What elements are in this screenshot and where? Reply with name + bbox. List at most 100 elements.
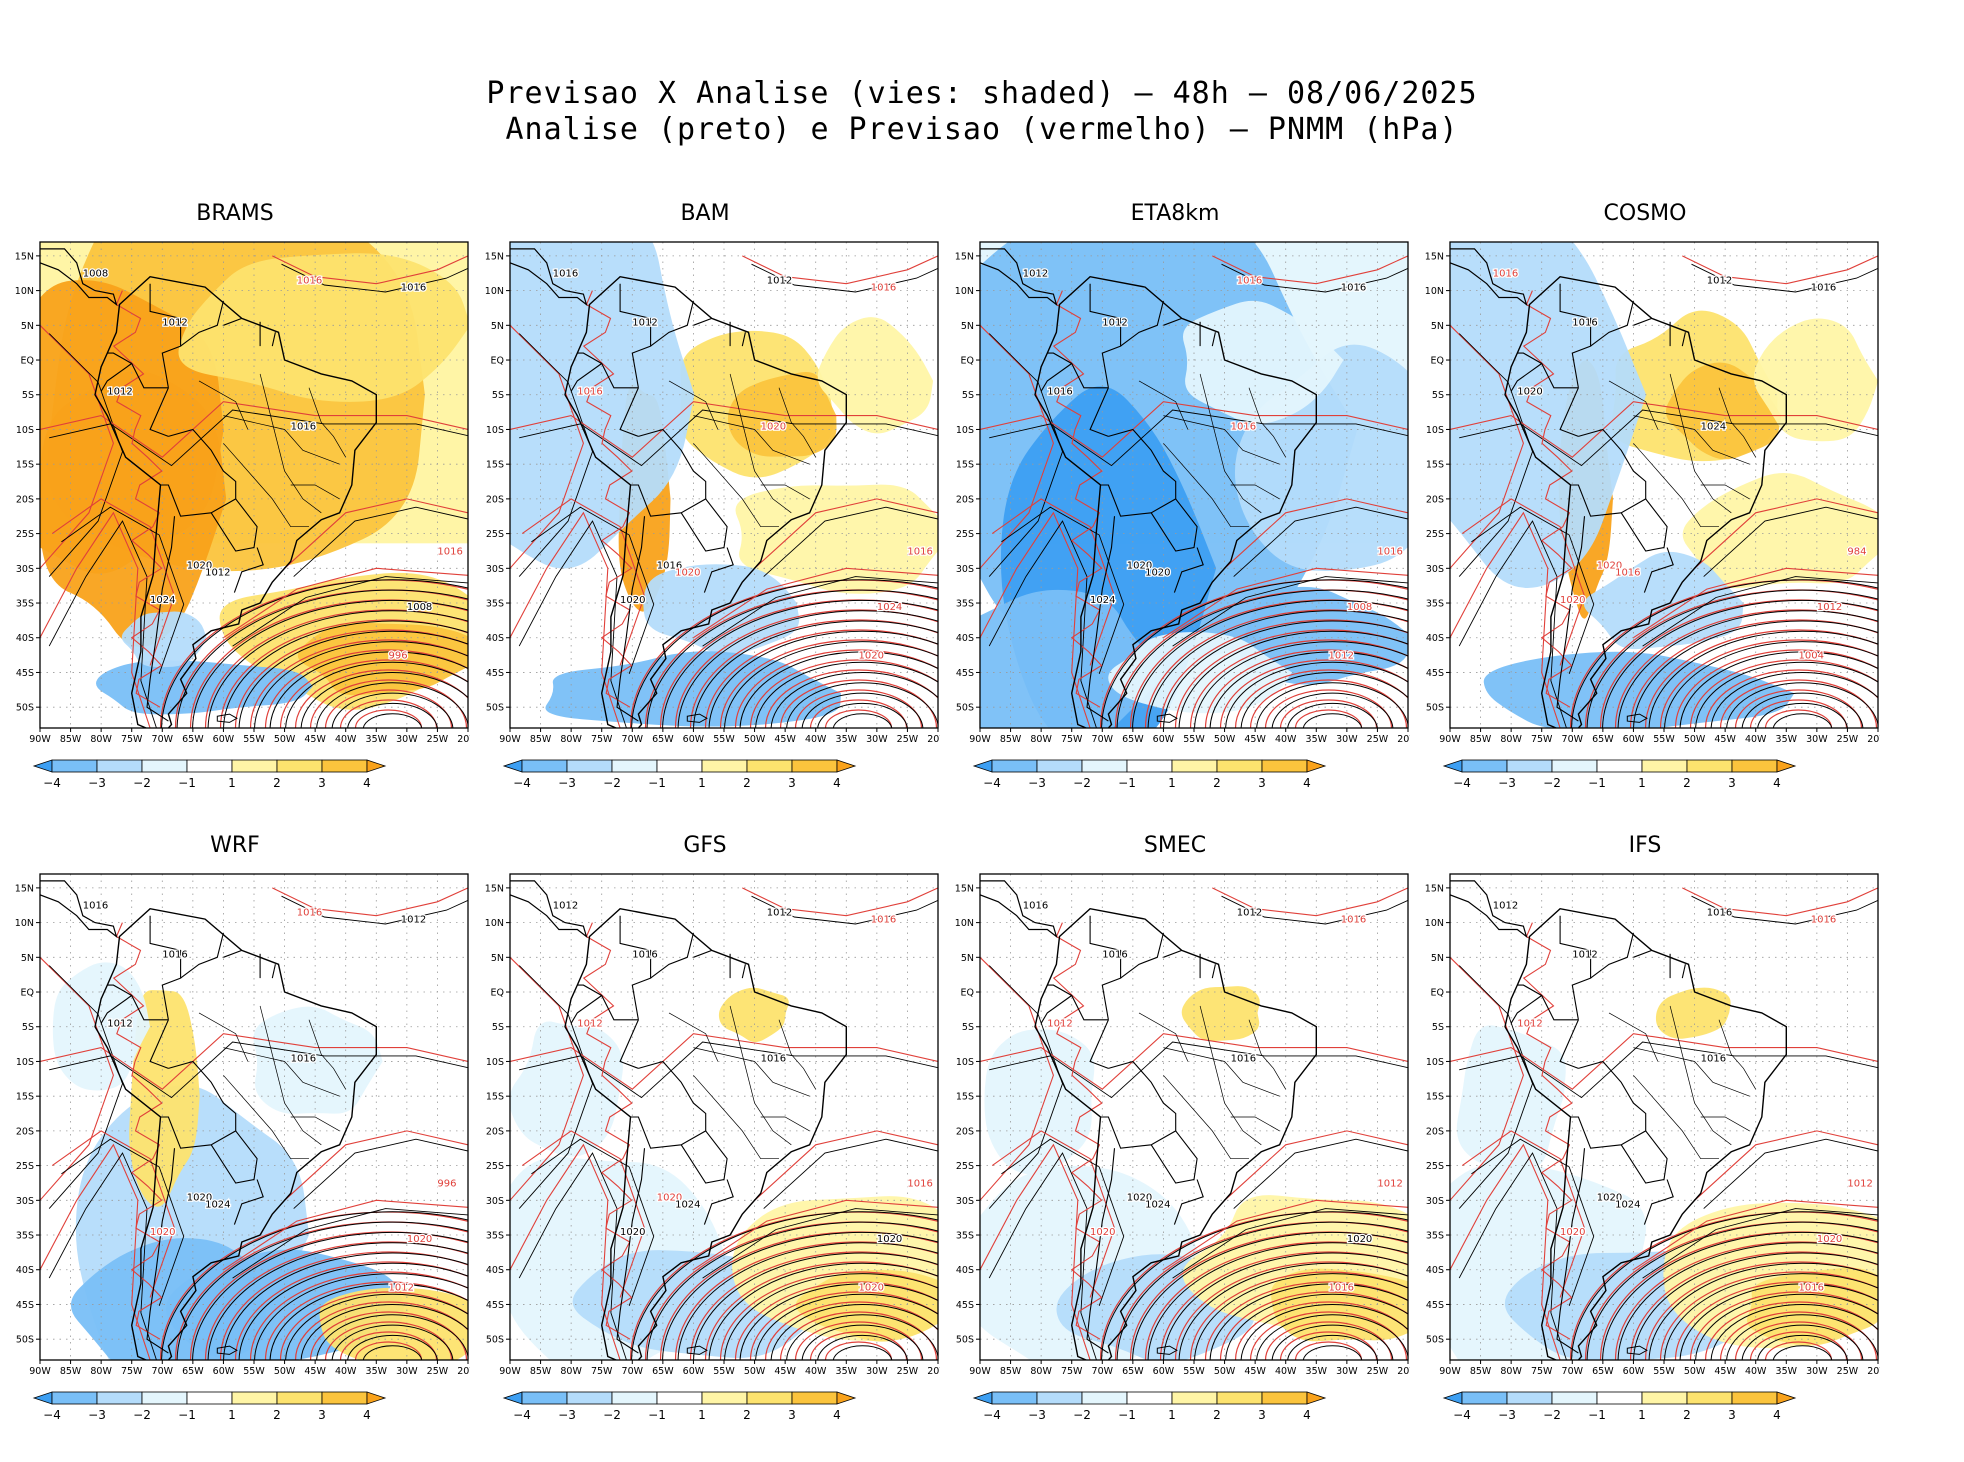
lon-tick-label: 25W xyxy=(427,734,449,745)
panel-title: ETA8km xyxy=(1131,201,1220,226)
colorbar-label: −3 xyxy=(1498,1408,1516,1422)
lat-tick-label: 45S xyxy=(16,1300,34,1311)
isobar-label: 996 xyxy=(437,1178,456,1189)
lon-tick-label: 75W xyxy=(1061,734,1083,745)
lon-tick-label: 50W xyxy=(1684,734,1706,745)
lon-tick-label: 60W xyxy=(683,1366,705,1377)
colorbar-swatch xyxy=(791,1391,838,1405)
lon-tick-label: 70W xyxy=(1562,734,1584,745)
isobar-label: 1016 xyxy=(1102,949,1127,960)
isobar-label: 1020 xyxy=(1090,1227,1115,1238)
colorbar-swatch xyxy=(141,1391,188,1405)
lat-tick-label: 10S xyxy=(16,1057,34,1068)
map-figure: IFS1012101610161012101210161020102010241… xyxy=(1425,833,1880,1422)
lat-tick-label: 15N xyxy=(955,883,974,894)
isobar-label: 1012 xyxy=(577,1019,602,1030)
bias-shading xyxy=(1182,300,1344,424)
isobar-label: 1020 xyxy=(620,1227,645,1238)
lat-tick-label: 25S xyxy=(1426,1161,1444,1172)
lon-tick-label: 70W xyxy=(622,734,644,745)
colorbar-label: −2 xyxy=(1543,776,1561,790)
map-figure: GFS1012101610121016101210161020102010241… xyxy=(485,833,940,1422)
lon-tick-label: 70W xyxy=(1562,1366,1584,1377)
lat-tick-label: EQ xyxy=(491,356,504,367)
map-figure: BRAMS 1008 1016 1016 1012 1012 1016 1020 1024 101… xyxy=(15,201,470,790)
isobar-label: 1016 xyxy=(553,269,578,280)
colorbar-swatch xyxy=(991,1391,1038,1405)
lon-tick-label: 25W xyxy=(427,1366,449,1377)
lat-tick-label: 50S xyxy=(1426,703,1444,714)
lon-tick-label: 85W xyxy=(530,1366,552,1377)
isobar-label: 1020 xyxy=(859,1283,884,1294)
isobar-label: 1024 xyxy=(877,602,902,613)
lat-tick-label: 5S xyxy=(962,1022,974,1033)
isobar-label: 1016 xyxy=(162,949,187,960)
isobar-label: 1012 xyxy=(553,901,578,912)
lat-tick-label: 20S xyxy=(956,494,974,505)
lon-tick-label: 30W xyxy=(866,734,888,745)
lat-tick-label: 20S xyxy=(1426,1126,1444,1137)
isobar-label: 1020 xyxy=(150,1227,175,1238)
isobar-label: 1020 xyxy=(407,1234,432,1245)
axes: 15N 10N 5N EQ 5S 10S 15S 20S 25S 30S 35S 40S 45S 50S 9… xyxy=(955,251,1410,745)
bias-shading xyxy=(253,1006,383,1114)
lat-tick-label: 10S xyxy=(16,425,34,436)
isobar-label: 1012 xyxy=(205,567,230,578)
isobar-label: 1012 xyxy=(632,317,657,328)
lat-tick-label: 10N xyxy=(15,918,34,929)
lat-tick-label: 10S xyxy=(1426,1057,1444,1068)
colorbar-label: 4 xyxy=(1303,776,1311,790)
lon-tick-label: 35W xyxy=(1306,1366,1328,1377)
colorbar-label: −1 xyxy=(178,776,196,790)
colorbar-swatch xyxy=(701,759,748,773)
lon-tick-label: 80W xyxy=(560,1366,582,1377)
axes: 15N 10N 5N EQ 5S 10S 15S 20S 25S 30S 35S 40S 45S 50S 9… xyxy=(15,883,470,1377)
lat-tick-label: 5S xyxy=(1432,390,1444,401)
colorbar-label: 4 xyxy=(1773,776,1781,790)
colorbar-swatch xyxy=(96,759,143,773)
lon-tick-label: 50W xyxy=(1684,1366,1706,1377)
isobar-label: 1024 xyxy=(675,1199,700,1210)
colorbar-label: 3 xyxy=(1728,776,1736,790)
colorbar-label: 2 xyxy=(1683,776,1691,790)
lat-tick-label: 30S xyxy=(956,564,974,575)
map-panel-smec: SMEC 1016 1016 1012 1016 1012 1016 1020 1020 1024… xyxy=(940,822,1410,1462)
lat-tick-label: 35S xyxy=(486,599,504,610)
colorbar-swatch xyxy=(1506,1391,1553,1405)
colorbar-swatch xyxy=(1216,1391,1263,1405)
colorbar-label: −1 xyxy=(648,1408,666,1422)
colorbar-swatch xyxy=(521,759,568,773)
lat-tick-label: 35S xyxy=(16,599,34,610)
lon-tick-label: 45W xyxy=(1714,1366,1736,1377)
lat-tick-label: 50S xyxy=(486,703,504,714)
lat-tick-label: 5N xyxy=(961,953,974,964)
figure-title-line1: Previsao X Analise (vies: shaded) – 48h … xyxy=(486,76,1478,111)
colorbar-swatch xyxy=(701,1391,748,1405)
isobar-label: 1020 xyxy=(1817,1234,1842,1245)
colorbar-swatch xyxy=(1686,759,1733,773)
lat-tick-label: 35S xyxy=(1426,1231,1444,1242)
colorbar-label: −3 xyxy=(1498,776,1516,790)
panel-title: BRAMS xyxy=(196,201,273,226)
isobars xyxy=(510,887,938,1360)
lon-tick-label: 40W xyxy=(1745,1366,1767,1377)
coastlines-borders xyxy=(980,880,1317,1360)
lon-tick-label: 70W xyxy=(1092,734,1114,745)
panel-title: IFS xyxy=(1629,833,1662,858)
isobar-label: 1020 xyxy=(859,651,884,662)
lat-tick-label: 40S xyxy=(1426,633,1444,644)
isobar-label: 1020 xyxy=(1560,595,1585,606)
colorbar-swatch xyxy=(276,1391,323,1405)
lat-tick-label: 25S xyxy=(1426,529,1444,540)
colorbar-swatch xyxy=(566,1391,613,1405)
coastlines-borders xyxy=(40,880,377,1360)
bias-shading xyxy=(735,484,938,594)
lat-tick-label: 40S xyxy=(16,633,34,644)
isobar-label: 1016 xyxy=(297,908,322,919)
isobar-label: 1012 xyxy=(1102,317,1127,328)
isobars xyxy=(40,255,468,728)
lon-tick-label: 65W xyxy=(1122,1366,1144,1377)
isobar-label: 1016 xyxy=(1231,421,1256,432)
lat-tick-label: 10S xyxy=(956,425,974,436)
lat-tick-label: 50S xyxy=(1426,1335,1444,1346)
